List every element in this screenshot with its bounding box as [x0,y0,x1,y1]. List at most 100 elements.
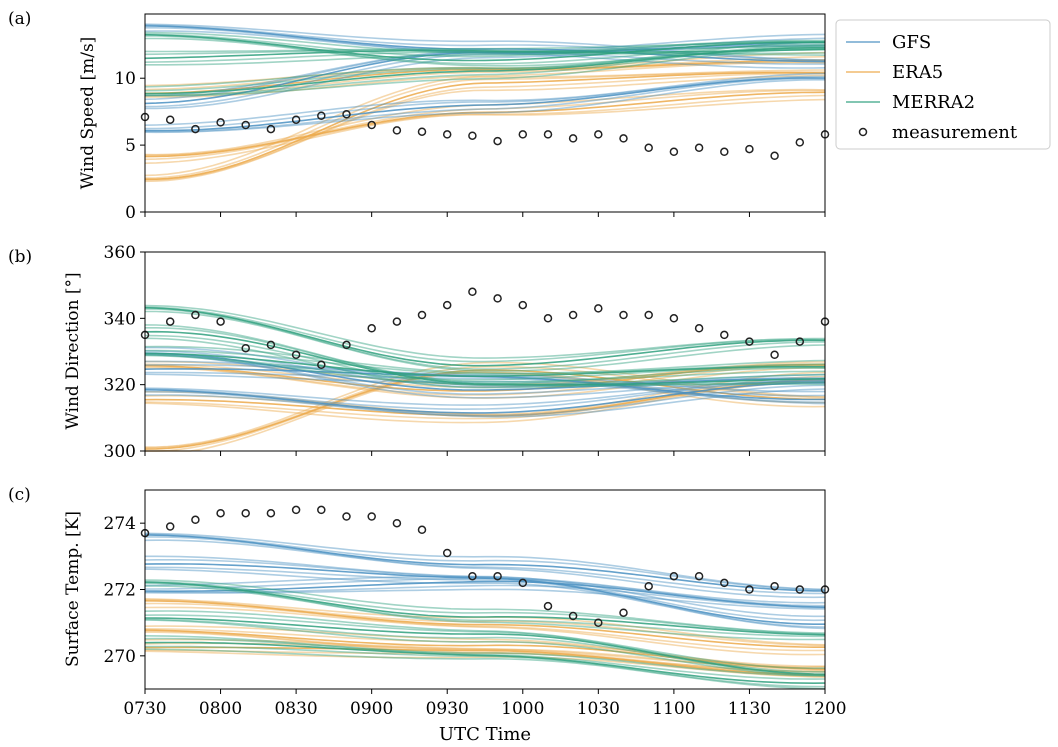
y-tick-label: 270 [104,647,136,667]
measurement-point [367,120,376,130]
measurement-point [266,124,276,134]
series-line-era5 [144,602,826,652]
panel-a-x-ticks [144,212,826,217]
measurement-point [694,324,704,333]
series-line-era5 [144,74,825,183]
measurement-point [392,126,402,135]
series-line-gfs [145,45,826,110]
y-tick-label: 5 [125,136,136,156]
measurement-point [442,130,452,139]
series-line-gfs [144,380,826,406]
measurement-point [165,115,175,124]
series-line-gfs [144,575,826,604]
panel-b-y-ticks: 300 320 340 360 [104,243,145,462]
measurement-point [619,310,628,320]
measurement-point [594,618,603,627]
series-line-merra2 [144,635,825,677]
measurement-point [493,136,502,146]
measurement-point [795,585,805,594]
panel-b-x-ticks [144,451,826,456]
measurement-point [669,147,679,157]
measurement-point [568,310,578,320]
measurement-point [442,548,452,558]
panel-c: (c) 270 272 274 0730 0800 0830 0900 0930 1000 10… [8,485,847,745]
measurement-point [291,350,301,360]
series-line-gfs [144,352,826,391]
series-line-gfs [144,559,826,622]
series-line-merra2 [144,645,826,688]
measurement-point [417,310,427,320]
x-tick-label: 1130 [728,699,771,719]
panel-b-series [144,304,826,452]
series-line-era5 [145,646,826,676]
series-line-gfs [144,353,825,399]
series-line-merra2 [145,310,826,372]
measurement-point [317,111,326,120]
panel-b-y-label: Wind Direction [°] [63,272,83,429]
measurement-point [720,330,729,340]
series-line-merra2 [144,581,826,636]
series-line-gfs [144,37,826,101]
legend-label-era5: ERA5 [892,62,943,83]
panel-label-a: (a) [8,9,31,29]
series-line-gfs [144,79,825,134]
measurement-point [644,310,653,320]
series-line-merra2 [144,648,826,690]
series-line-gfs [145,555,825,618]
series-line-gfs [144,24,826,62]
measurement-point [468,287,477,297]
series-line-era5 [144,600,825,648]
series-line-merra2 [144,579,826,634]
series-line-era5 [144,366,826,399]
series-line-gfs [144,75,825,130]
series-line-merra2 [144,619,826,677]
series-line-gfs [144,380,826,411]
panel-b: (b) 300 320 340 360 Wind Direction [°] [8,243,830,462]
y-tick-label: 320 [104,376,136,396]
series-line-era5 [144,650,826,678]
panel-a: (a) 0 5 10 Wind Speed [m/s] [8,9,830,223]
x-tick-label: 1030 [577,699,620,719]
panel-a-y-ticks: 0 5 10 [114,69,145,223]
series-line-gfs [144,566,826,628]
series-line-era5 [144,61,826,98]
series-line-merra2 [144,610,826,670]
measurement-point [694,143,704,153]
series-line-era5 [144,375,826,416]
series-line-merra2 [144,31,825,54]
series-line-merra2 [144,306,826,367]
legend-marker-measurement [858,127,868,137]
measurement-point [543,601,553,611]
panel-c-x-ticks: 0730 0800 0830 0900 0930 1000 1030 1100 1130 1200 [123,689,847,719]
series-line-merra2 [144,41,825,53]
series-line-era5 [144,59,826,95]
series-line-gfs [144,563,825,625]
series-line-gfs [144,44,825,108]
series-line-gfs [144,373,826,405]
measurement-point [165,522,175,531]
measurement-point [266,340,276,350]
series-line-era5 [144,381,826,424]
measurement-point [518,578,528,588]
y-tick-label: 10 [114,69,136,89]
series-line-merra2 [144,337,826,389]
series-line-gfs [144,534,826,592]
measurement-point [669,571,679,581]
measurement-point [644,581,653,591]
measurement-point [594,304,603,313]
series-line-merra2 [144,324,825,383]
measurement-point [795,337,805,346]
series-line-merra2 [144,48,825,97]
measurement-point [745,585,754,594]
series-line-era5 [144,606,826,656]
series-line-merra2 [144,637,826,680]
measurement-point [317,360,326,370]
series-line-era5 [144,628,826,670]
measurement-point [795,138,805,147]
measurement-point [266,508,276,518]
measurement-point [191,310,200,320]
series-line-gfs [144,568,826,630]
measurement-point [694,571,704,581]
measurement-point [342,512,351,521]
